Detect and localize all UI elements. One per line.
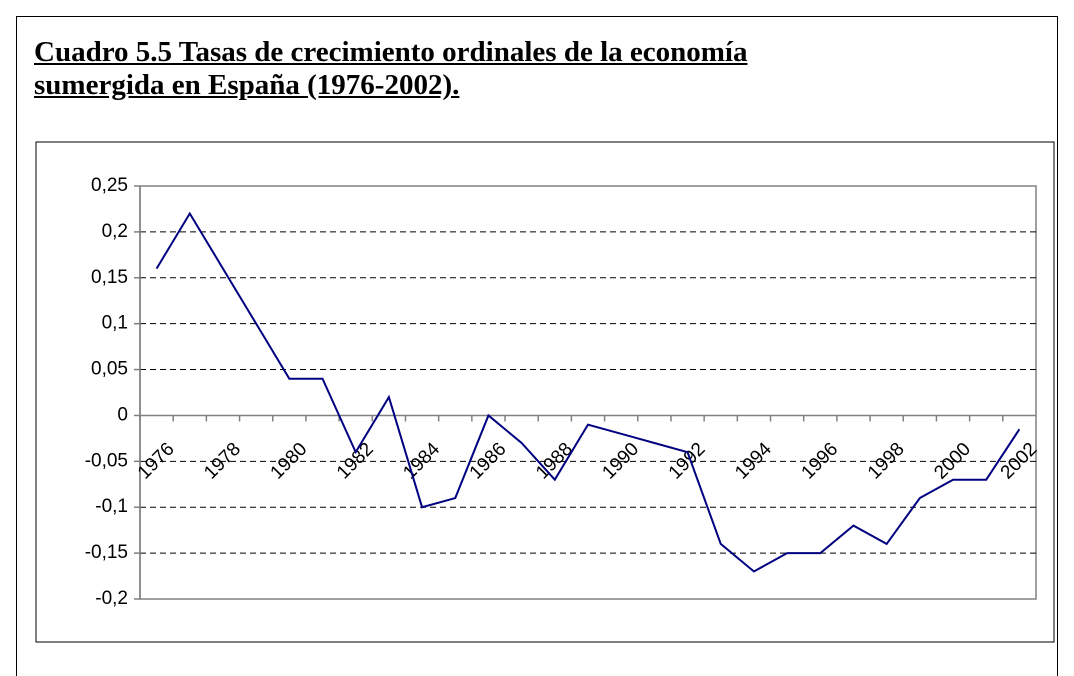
y-tick-label: -0,2 <box>95 588 128 609</box>
y-tick-label: 0 <box>117 404 128 425</box>
y-tick-label: -0,15 <box>85 542 128 563</box>
plot-area <box>139 185 1037 600</box>
document-frame <box>16 16 1058 676</box>
y-tick-label: 0,1 <box>102 313 128 334</box>
y-tick-label: 0,15 <box>91 267 128 288</box>
page: Cuadro 5.5 Tasas de crecimiento ordinale… <box>16 16 1058 676</box>
chart-title: Cuadro 5.5 Tasas de crecimiento ordinale… <box>34 36 748 101</box>
y-tick-label: 0,2 <box>102 221 128 242</box>
chart: -0,2-0,15-0,1-0,0500,050,10,150,20,25197… <box>35 141 1055 643</box>
y-tick-label: 0,25 <box>91 175 128 196</box>
data-line <box>155 211 1021 573</box>
y-tick-label: -0,1 <box>95 496 128 517</box>
y-tick-label: 0,05 <box>91 359 128 380</box>
y-tick-label: -0,05 <box>85 450 128 471</box>
